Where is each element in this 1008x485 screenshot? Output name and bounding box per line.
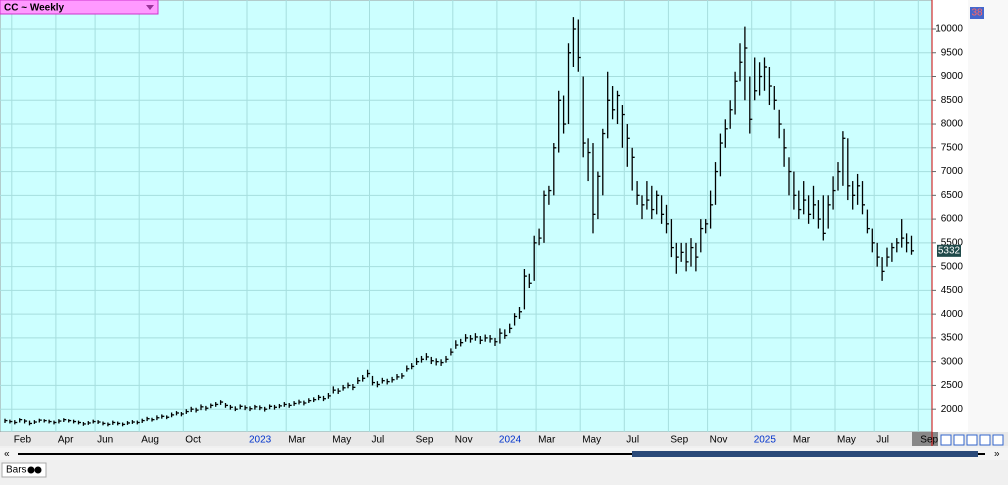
x-tick-label: Jul <box>876 435 889 446</box>
scroll-left[interactable]: « <box>4 449 10 460</box>
symbol-box[interactable] <box>0 0 159 15</box>
y-tick-label: 4000 <box>941 309 964 320</box>
scroll-thumb[interactable] <box>632 451 978 457</box>
x-tick-label: Sep <box>920 435 938 446</box>
x-tick-label: Mar <box>288 435 306 446</box>
x-tick-label: Apr <box>58 435 74 446</box>
y-tick-label: 7500 <box>941 142 964 153</box>
dropdown-arrow[interactable] <box>146 5 154 10</box>
x-tick-label: Sep <box>670 435 688 446</box>
x-tick-label: Jul <box>626 435 639 446</box>
y-tick-label: 5000 <box>941 261 964 272</box>
icon <box>27 466 35 474</box>
y-tick-label: 10000 <box>935 24 963 35</box>
button[interactable] <box>940 434 952 446</box>
icon <box>34 466 42 474</box>
x-tick-label: May <box>332 435 351 446</box>
y-tick-label: 2000 <box>941 404 964 415</box>
x-tick-label: May <box>582 435 601 446</box>
y-tick-label: 8500 <box>941 95 964 106</box>
y-tick-label: 6500 <box>941 190 964 201</box>
x-tick-label: Jun <box>97 435 113 446</box>
y-tick-label: 9000 <box>941 71 964 82</box>
last-price-box <box>937 244 961 257</box>
y-tick-label: 6000 <box>941 214 964 225</box>
y-tick-label: 3000 <box>941 356 964 367</box>
button[interactable] <box>966 434 978 446</box>
x-tick-label: May <box>837 435 856 446</box>
x-tick-label: Feb <box>14 435 32 446</box>
y-tick-label: 5500 <box>941 237 964 248</box>
button[interactable] <box>953 434 965 446</box>
x-tick-label: Jul <box>372 435 385 446</box>
y-tick-label: 4500 <box>941 285 964 296</box>
badge: 38 <box>971 8 983 19</box>
y-tick-label: 7000 <box>941 166 964 177</box>
button[interactable] <box>979 434 991 446</box>
x-tick-label: Nov <box>455 435 473 446</box>
x-tick-label: Sep <box>416 435 434 446</box>
time-axis <box>0 432 1008 446</box>
chart-title: CC ~ Weekly <box>4 3 65 14</box>
grid <box>0 0 932 432</box>
x-tick-label: Aug <box>141 435 159 446</box>
x-tick-label: 2024 <box>499 435 522 446</box>
price-axis <box>932 0 968 432</box>
x-tick-label: Oct <box>185 435 201 446</box>
footer-label: Bars <box>6 465 27 476</box>
button[interactable] <box>992 434 1004 446</box>
y-tick-label: 3500 <box>941 333 964 344</box>
y-tick-label: 8000 <box>941 119 964 130</box>
y-tick-label: 9500 <box>941 47 964 58</box>
x-tick-label: 2025 <box>754 435 777 446</box>
bars <box>4 17 914 427</box>
y-tick-label: 2500 <box>941 380 964 391</box>
last-price-label: 5332 <box>938 245 961 256</box>
badge-box[interactable] <box>970 7 984 19</box>
scroll-right[interactable]: » <box>994 449 1000 460</box>
x-tick-label: 2023 <box>249 435 272 446</box>
toolbar-buttons <box>940 434 1004 446</box>
x-tick-label: Mar <box>793 435 811 446</box>
side-panel <box>968 0 1008 432</box>
study-tab[interactable] <box>1 462 47 478</box>
x-tick-label: Nov <box>710 435 728 446</box>
x-tick-label: Mar <box>538 435 556 446</box>
plot-area <box>0 0 933 433</box>
